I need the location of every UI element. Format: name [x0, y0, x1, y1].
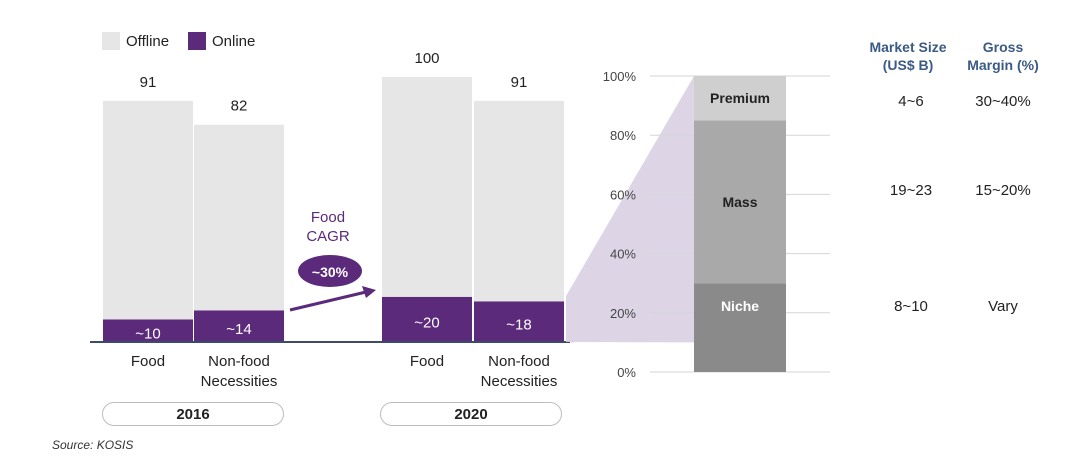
premium-market-size: 4~6	[898, 93, 924, 110]
ytick-label-0: 0%	[617, 365, 636, 380]
legend-offline-label: Offline	[126, 33, 170, 50]
zoom-wedge	[566, 76, 694, 343]
category-label-2016-0-0: Food	[131, 353, 165, 370]
category-label-2020-0-0: Food	[410, 353, 444, 370]
mass-market-size: 19~23	[889, 182, 933, 199]
online-bar-2020-1	[474, 301, 564, 342]
online-bar-2016-0	[103, 319, 193, 342]
year-pill-2016: 2016	[102, 402, 284, 426]
segment-label-niche: Niche	[721, 298, 759, 314]
segment-label-premium: Premium	[710, 90, 770, 106]
total-label-2020-0: 100	[414, 50, 439, 67]
cagr-value: ~30%	[312, 264, 349, 280]
total-label-2016-0: 91	[140, 74, 157, 91]
cagr-title-text: Food CAGR	[306, 209, 350, 245]
cagr-arrow-line	[289, 290, 367, 312]
ytick-label-3: 60%	[610, 187, 636, 202]
segment-label-mass: Mass	[722, 194, 757, 210]
category-label-2016-1-1: Necessities	[201, 373, 278, 390]
category-label-2016-1-0: Non-food	[208, 353, 270, 370]
year-pill-2020: 2020	[380, 402, 562, 426]
category-label-2020-1-1: Necessities	[481, 373, 558, 390]
niche-market-size: 8~10	[894, 298, 928, 315]
ytick-label-1: 20%	[610, 306, 636, 321]
header-market-size: Market Size (US$ B)	[858, 38, 958, 74]
source-note: Source: KOSIS	[52, 438, 134, 452]
cagr-arrow-head	[362, 286, 376, 298]
offline-bar-2016-0	[103, 100, 193, 320]
ytick-label-2: 40%	[610, 247, 636, 262]
legend-online-label: Online	[212, 33, 256, 50]
segment-premium	[694, 76, 786, 121]
segment-mass	[694, 120, 786, 284]
online-label-2016-0: ~10	[135, 326, 160, 343]
online-bar-2016-1	[194, 310, 284, 342]
header-gross-margin: Gross Margin (%)	[958, 38, 1048, 74]
online-label-2020-1: ~18	[506, 317, 531, 334]
total-label-2020-1: 91	[511, 74, 528, 91]
legend-online-swatch	[188, 32, 206, 50]
legend-offline-swatch	[102, 32, 120, 50]
online-bar-2020-0	[382, 296, 472, 342]
offline-bar-2020-0	[382, 77, 472, 297]
category-label-2020-1-0: Non-food	[488, 353, 550, 370]
online-label-2020-0: ~20	[414, 314, 439, 331]
mass-gross-margin: 15~20%	[975, 182, 1031, 199]
premium-gross-margin: 30~40%	[975, 93, 1031, 110]
header-gross-margin-text: Gross Margin (%)	[967, 39, 1039, 73]
ytick-label-4: 80%	[610, 128, 636, 143]
ytick-label-5: 100%	[603, 69, 637, 84]
cagr-ellipse	[298, 255, 362, 287]
header-market-size-text: Market Size (US$ B)	[869, 39, 947, 73]
cagr-title: Food CAGR	[296, 208, 360, 246]
online-label-2016-1: ~14	[226, 321, 251, 338]
offline-bar-2020-1	[474, 100, 564, 302]
niche-gross-margin: Vary	[988, 298, 1018, 315]
segment-niche	[694, 283, 786, 372]
total-label-2016-1: 82	[231, 98, 248, 115]
offline-bar-2016-1	[194, 124, 284, 311]
